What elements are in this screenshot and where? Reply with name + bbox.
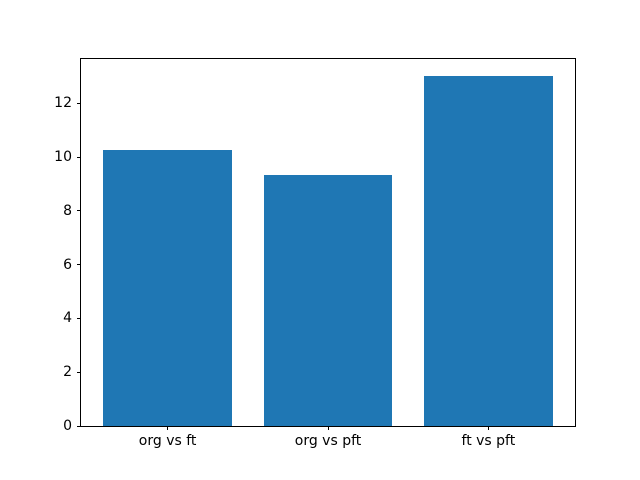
y-tick-mark (77, 102, 81, 104)
y-tick-label: 10 (54, 149, 72, 166)
y-tick-label: 0 (63, 418, 72, 434)
y-tick-mark (77, 317, 81, 319)
x-tick-mark (167, 426, 169, 430)
y-tick-label: 8 (63, 202, 72, 219)
x-tick-label: org vs ft (138, 433, 197, 449)
x-tick-mark (487, 426, 489, 430)
y-tick-mark (77, 371, 81, 373)
x-tick-label: ft vs pft (461, 433, 516, 449)
y-tick-mark (77, 264, 81, 266)
y-tick-label: 2 (63, 364, 72, 381)
y-tick-label: 4 (63, 310, 72, 327)
x-tick-mark (327, 426, 329, 430)
bar-org-vs-pft (263, 174, 393, 426)
bar-org-vs-ft (103, 150, 232, 426)
plot-area: 0 2 4 6 8 10 12 org vs ft org vs pft ft vs pft (54, 58, 576, 448)
y-tick-mark (77, 156, 81, 158)
x-tick-label: org vs pft (294, 433, 362, 449)
bar-ft-vs-pft (424, 76, 553, 426)
y-tick-label: 12 (54, 95, 72, 112)
y-tick-mark (77, 425, 81, 427)
y-tick-mark (77, 210, 81, 212)
y-tick-label: 6 (63, 256, 72, 273)
